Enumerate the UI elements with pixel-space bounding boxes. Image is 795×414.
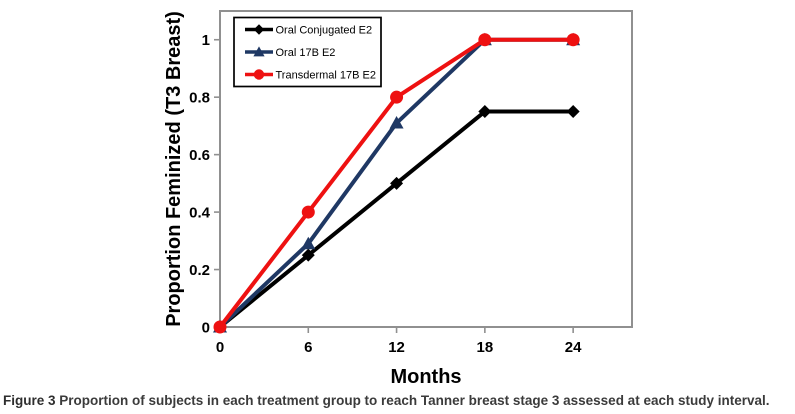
plot-area: 0 6 12 18 24 0 0.2 0.4 0.6 0.8 1 Oral Conjugated E2… [189,10,633,356]
figure-caption: Figure 3 Proportion of subjects in each … [3,391,792,410]
figure-caption-label: Figure 3 [3,393,56,408]
data-point-transdermal-17b-e2 [566,33,580,47]
y-tick-label: 0.8 [189,90,210,107]
y-tick-label: 1 [202,32,210,49]
data-point-transdermal-17b-e2 [213,320,227,334]
data-point-oral-17b-e2 [301,236,316,250]
legend-label: Oral 17B E2 [276,47,336,59]
legend-marker-circle [253,69,265,80]
legend-marker-diamond [253,24,265,35]
legend: Oral Conjugated E2 Oral 17B E2 Transdermal… [233,16,382,88]
x-tick-label: 18 [477,339,494,356]
y-tick-label: 0 [202,320,210,337]
y-tick-label: 0.2 [189,262,210,279]
x-tick-label: 6 [304,339,312,356]
legend-label: Oral Conjugated E2 [276,25,373,37]
legend-entry-oral-conjugated-e2: Oral Conjugated E2 [245,24,373,37]
x-tick-label: 12 [388,339,405,356]
series-transdermal-17b-e2 [213,33,580,334]
y-tick-label: 0.6 [189,147,210,164]
legend-label: Transdermal 17B E2 [276,70,376,82]
data-point-transdermal-17b-e2 [390,90,404,104]
data-point-oral-conjugated-e2 [301,248,315,262]
x-tick-label: 0 [216,339,224,356]
figure-caption-text: Proportion of subjects in each treatment… [59,393,770,408]
legend-entry-transdermal-17b-e2: Transdermal 17B E2 [245,69,376,82]
chart-svg: 0 6 12 18 24 0 0.2 0.4 0.6 0.8 1 Oral Conjugated E2… [163,10,633,388]
data-point-transdermal-17b-e2 [478,33,492,47]
data-point-oral-conjugated-e2 [390,176,404,190]
y-axis-title: Proportion Feminized (T3 Breast) [163,11,185,327]
y-tick-label: 0.4 [189,205,211,222]
x-axis-title: Months [390,366,461,388]
data-point-oral-17b-e2 [389,116,404,129]
legend-entry-oral-17b-e2: Oral 17B E2 [245,46,335,59]
x-tick-label: 24 [565,339,582,356]
data-point-oral-conjugated-e2 [566,105,580,119]
data-point-transdermal-17b-e2 [301,205,315,219]
legend-marker-triangle [253,46,265,57]
data-point-oral-conjugated-e2 [478,105,492,119]
